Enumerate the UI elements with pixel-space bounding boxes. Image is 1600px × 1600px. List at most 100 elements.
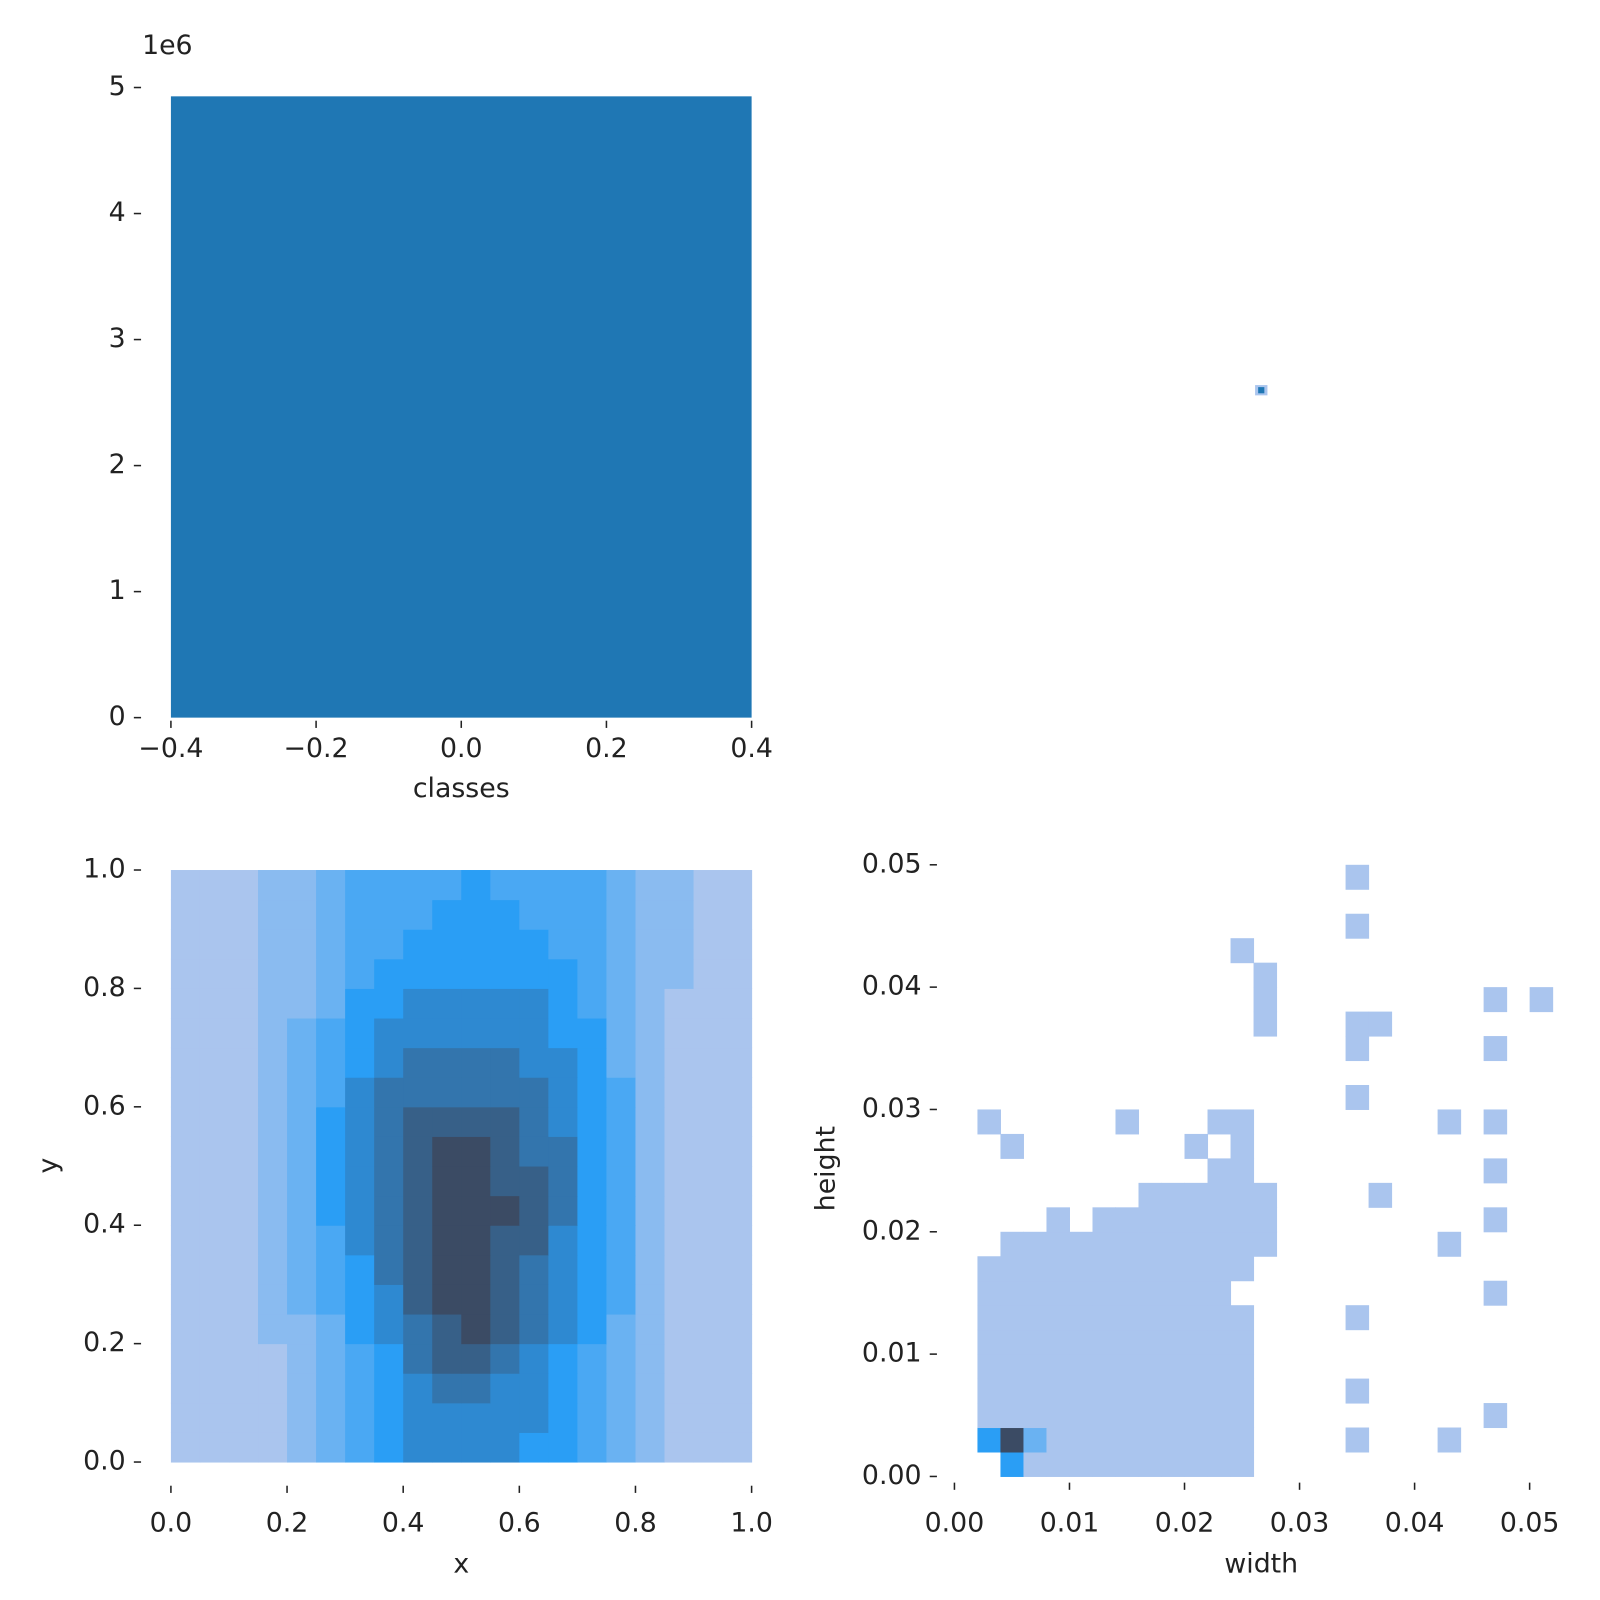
heatmap-cell xyxy=(664,1077,695,1108)
heatmap-cell xyxy=(1023,1231,1047,1257)
heatmap-cell xyxy=(258,1166,288,1197)
heatmap-cell xyxy=(374,1343,404,1374)
heatmap-cell xyxy=(228,1284,259,1315)
heatmap-cell xyxy=(316,870,346,901)
heatmap-cell xyxy=(635,988,666,1019)
heatmap-cell xyxy=(606,1225,636,1256)
y-axis-label: height xyxy=(810,1126,841,1211)
heatmap-cell xyxy=(316,958,346,989)
heatmap-cell xyxy=(519,1225,549,1256)
heatmap-cell xyxy=(635,1106,666,1137)
heatmap-cell xyxy=(577,1047,607,1078)
heatmap-cell xyxy=(170,1432,201,1463)
heatmap-cell xyxy=(170,870,201,901)
heatmap-cell xyxy=(1046,1256,1070,1282)
y-tick-label: 0.00 xyxy=(862,1460,922,1491)
heatmap-cell xyxy=(1138,1231,1163,1257)
heatmap-cell xyxy=(316,1314,346,1345)
heatmap-cell xyxy=(1000,1378,1024,1404)
heatmap-cell xyxy=(519,1106,549,1137)
heatmap-cell xyxy=(490,1136,520,1167)
heatmap-cell xyxy=(635,1314,666,1345)
heatmap-cell xyxy=(316,1254,346,1285)
x-tick-label: 0.0 xyxy=(150,1507,193,1538)
heatmap-cell xyxy=(287,1136,317,1167)
heatmap-cell xyxy=(403,1136,433,1167)
heatmap-cell xyxy=(490,870,520,901)
heatmap-cell xyxy=(1000,1305,1024,1331)
heatmap-cell xyxy=(1115,1256,1140,1282)
heatmap-cell xyxy=(1046,1280,1070,1306)
heatmap-cell xyxy=(316,988,346,1019)
heatmap-cell xyxy=(316,1343,346,1374)
heatmap-cell xyxy=(228,958,259,989)
heatmap-cell xyxy=(1483,1403,1508,1429)
heatmap-cell xyxy=(199,870,230,901)
heatmap-cell xyxy=(258,870,288,901)
heatmap-cell xyxy=(548,1195,578,1226)
heatmap-cell xyxy=(1184,1354,1209,1380)
heatmap-cell xyxy=(345,1284,375,1315)
heatmap-cell xyxy=(693,1225,724,1256)
heatmap-cell xyxy=(548,1373,578,1404)
heatmap-cell xyxy=(1023,1329,1047,1355)
heatmap-cell xyxy=(490,958,520,989)
heatmap-cell xyxy=(722,1136,753,1167)
heatmap-cell xyxy=(606,1343,636,1374)
heatmap-cell xyxy=(228,899,259,930)
heatmap-cell xyxy=(1230,1329,1255,1355)
heatmap-cell xyxy=(374,1106,404,1137)
heatmap-cell xyxy=(258,1432,288,1463)
heatmap-cell xyxy=(1069,1403,1094,1429)
heatmap-cell xyxy=(1092,1329,1117,1355)
heatmap-cell xyxy=(1000,1403,1024,1429)
heatmap-cell xyxy=(258,1047,288,1078)
heatmap-cell xyxy=(1483,1036,1508,1062)
heatmap-cell xyxy=(1046,1329,1070,1355)
heatmap-cell xyxy=(1207,1427,1232,1453)
heatmap-cell xyxy=(374,1018,404,1049)
heatmap-cell xyxy=(1207,1256,1232,1282)
heatmap-cell xyxy=(432,1373,462,1404)
heatmap-cell xyxy=(461,1373,491,1404)
heatmap-cell xyxy=(548,929,578,960)
heatmap-cell xyxy=(432,870,462,901)
heatmap-cell xyxy=(1184,1280,1209,1306)
x-tick-label: 0.2 xyxy=(585,733,628,764)
y-tick-label: 1.0 xyxy=(83,854,126,885)
heatmap-cell xyxy=(287,1106,317,1137)
heatmap-cell xyxy=(1138,1280,1163,1306)
heatmap-cell xyxy=(1138,1207,1163,1233)
x-tick-label: −0.4 xyxy=(138,733,203,764)
heatmap-cell xyxy=(1483,1158,1508,1184)
heatmap-cell xyxy=(664,988,695,1019)
x-tick-label: 0.03 xyxy=(1270,1507,1330,1538)
heatmap-cell xyxy=(1161,1378,1186,1404)
heatmap-cell xyxy=(722,870,753,901)
heatmap-cell xyxy=(228,1343,259,1374)
heatmap-cell xyxy=(548,1136,578,1167)
heatmap-cell xyxy=(664,1314,695,1345)
x-tick-label: 0.4 xyxy=(730,733,773,764)
heatmap-cell xyxy=(635,1343,666,1374)
heatmap-cell xyxy=(606,929,636,960)
heatmap-cell xyxy=(374,929,404,960)
heatmap-cell xyxy=(606,899,636,930)
heatmap-cell xyxy=(345,1373,375,1404)
heatmap-cell xyxy=(287,1254,317,1285)
heatmap-cell xyxy=(977,1427,1001,1453)
heatmap-cell xyxy=(635,870,666,901)
heatmap-cell xyxy=(316,1225,346,1256)
heatmap-cell xyxy=(228,1402,259,1433)
heatmap-cell xyxy=(461,1047,491,1078)
heatmap-cell xyxy=(345,1195,375,1226)
heatmap-cell xyxy=(1230,938,1255,964)
y-tick-label: 3 xyxy=(109,323,126,354)
heatmap-cell xyxy=(1253,987,1278,1013)
heatmap-cell xyxy=(1161,1403,1186,1429)
heatmap-cell xyxy=(722,1314,753,1345)
heatmap-cell xyxy=(490,1254,520,1285)
heatmap-cell xyxy=(287,929,317,960)
heatmap-cell xyxy=(287,1195,317,1226)
heatmap-cell xyxy=(374,958,404,989)
